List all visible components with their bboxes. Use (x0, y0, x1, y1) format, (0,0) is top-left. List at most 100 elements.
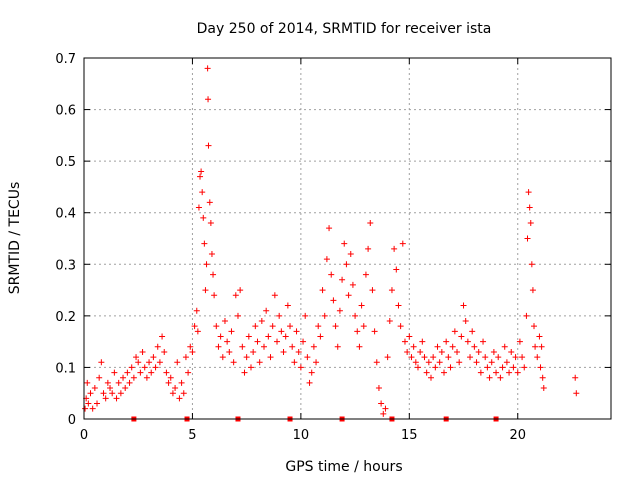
data-point (388, 287, 395, 294)
data-point (228, 328, 235, 335)
data-point (306, 379, 313, 386)
data-point (159, 333, 166, 340)
data-point (200, 214, 207, 221)
data-point (330, 297, 337, 304)
data-point (358, 302, 365, 309)
data-point (540, 385, 547, 392)
data-point (148, 369, 155, 376)
data-point (336, 307, 343, 314)
data-point (215, 343, 222, 350)
data-point (367, 220, 374, 227)
data-point (319, 287, 326, 294)
data-point (111, 369, 118, 376)
data-point (369, 287, 376, 294)
chart-title: Day 250 of 2014, SRMTID for receiver ist… (197, 21, 492, 37)
data-point (137, 369, 144, 376)
y-tick-label: 0.6 (55, 104, 76, 119)
data-point (315, 323, 322, 330)
data-point (178, 379, 185, 386)
data-point (104, 379, 111, 386)
data-point (380, 410, 387, 417)
data-point (365, 245, 372, 252)
data-point (443, 338, 450, 345)
data-point (169, 390, 176, 397)
data-point (107, 385, 114, 392)
data-point (263, 307, 270, 314)
data-point (201, 240, 208, 247)
data-point (434, 343, 441, 350)
data-point (334, 343, 341, 350)
data-point (490, 348, 497, 355)
data-point (527, 220, 534, 227)
data-point (82, 405, 89, 412)
data-point (193, 307, 200, 314)
data-point (421, 354, 428, 361)
data-point (454, 348, 461, 355)
data-point (488, 359, 495, 366)
data-point (406, 333, 413, 340)
data-point (399, 240, 406, 247)
data-point (534, 354, 541, 361)
data-point (356, 343, 363, 350)
data-point (512, 354, 519, 361)
data-point (537, 364, 544, 371)
data-point (523, 312, 530, 319)
data-point (467, 354, 474, 361)
data-point (133, 354, 140, 361)
data-point (341, 240, 348, 247)
y-tick-label: 0.1 (55, 361, 76, 376)
data-point (156, 359, 163, 366)
data-point (447, 364, 454, 371)
data-point (96, 374, 103, 381)
data-point (506, 369, 513, 376)
y-tick-label: 0.3 (55, 258, 76, 273)
data-point (198, 168, 205, 175)
data-point (89, 405, 96, 412)
data-point (221, 318, 228, 325)
data-point (508, 348, 515, 355)
data-points (82, 65, 580, 417)
data-point (412, 359, 419, 366)
data-point (347, 250, 354, 257)
data-point (199, 189, 206, 196)
data-point (207, 220, 214, 227)
x-axis: 0 5 10 15 20 (80, 58, 526, 443)
data-point (451, 328, 458, 335)
data-point (339, 276, 346, 283)
data-point (117, 390, 124, 397)
data-point (528, 261, 535, 268)
data-point (404, 348, 411, 355)
data-point (503, 359, 510, 366)
data-point (234, 312, 241, 319)
data-point (185, 369, 192, 376)
data-point (163, 369, 170, 376)
data-point (241, 369, 248, 376)
data-point (308, 369, 315, 376)
data-point (460, 302, 467, 309)
data-point (206, 199, 213, 206)
data-point (213, 323, 220, 330)
data-point (243, 354, 250, 361)
data-point (126, 379, 133, 386)
data-point (497, 374, 504, 381)
data-point (414, 364, 421, 371)
data-point (176, 395, 183, 402)
data-point (265, 333, 272, 340)
data-point (373, 359, 380, 366)
data-point (393, 266, 400, 273)
data-point (274, 338, 281, 345)
data-point (538, 343, 545, 350)
data-point (208, 250, 215, 257)
data-point (441, 369, 448, 376)
data-point (408, 354, 415, 361)
data-point (224, 338, 231, 345)
data-point (300, 338, 307, 345)
data-point (211, 292, 218, 299)
data-point (269, 323, 276, 330)
data-point (371, 328, 378, 335)
data-point (410, 343, 417, 350)
data-point (187, 343, 194, 350)
data-point (203, 261, 210, 268)
data-point (174, 359, 181, 366)
data-point (84, 379, 91, 386)
